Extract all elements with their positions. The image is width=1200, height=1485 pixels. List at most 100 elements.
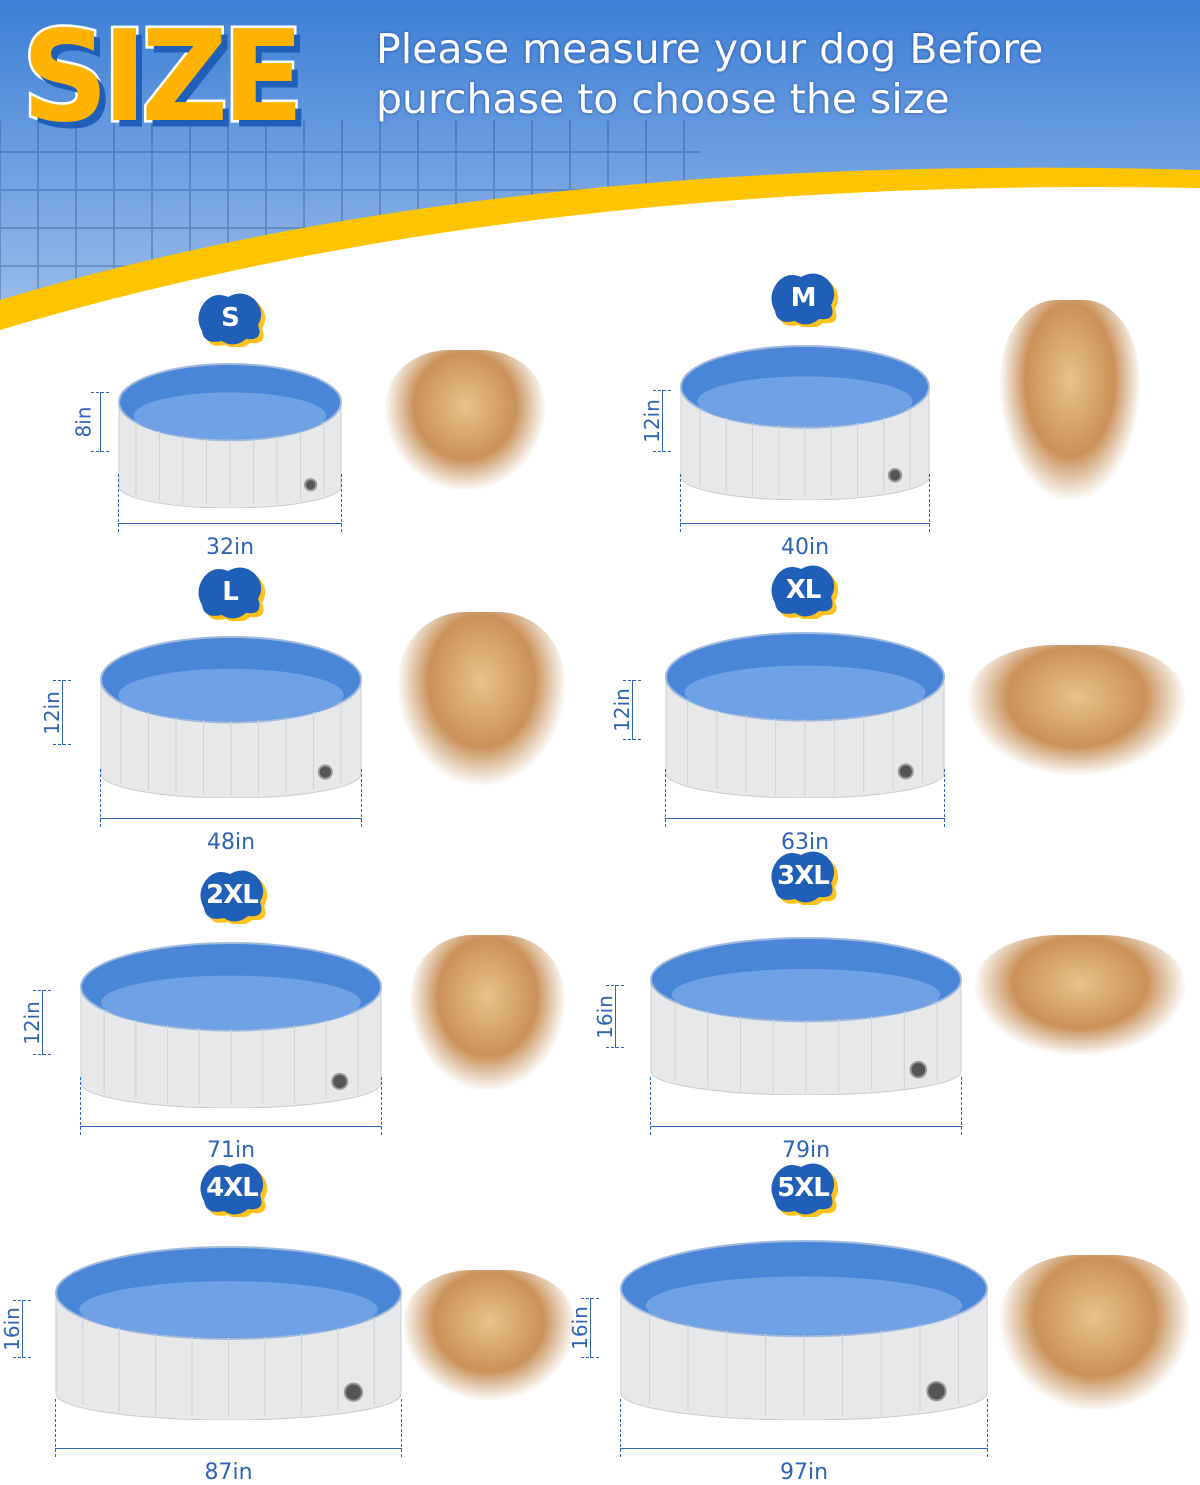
height-arrow bbox=[581, 1298, 599, 1358]
pool-floor bbox=[645, 1276, 963, 1335]
diameter-arrow bbox=[100, 769, 362, 827]
pool-image bbox=[55, 1246, 402, 1421]
drain-plug bbox=[926, 1381, 947, 1402]
badge-splash-icon bbox=[200, 1163, 268, 1217]
drain-plug bbox=[897, 763, 914, 780]
diameter-label: 97in bbox=[779, 1460, 829, 1485]
pool-floor bbox=[118, 668, 344, 722]
pool-image bbox=[118, 363, 342, 509]
pool-image bbox=[650, 937, 962, 1096]
height-arrow bbox=[53, 680, 71, 745]
pool-floor bbox=[697, 376, 913, 427]
diameter-arrow bbox=[55, 1399, 402, 1457]
pool-image bbox=[80, 942, 382, 1109]
height-arrow bbox=[606, 985, 624, 1048]
height-dimension: 12in bbox=[638, 390, 678, 452]
diameter-arrow bbox=[118, 474, 342, 532]
diameter-label: 71in bbox=[206, 1138, 256, 1163]
pool-floor bbox=[684, 665, 926, 720]
pool-image bbox=[620, 1240, 988, 1421]
size-label: XL bbox=[785, 575, 822, 605]
diameter-dimension: 71in bbox=[80, 1077, 382, 1163]
height-dimension: 16in bbox=[591, 985, 631, 1048]
diameter-arrow bbox=[650, 1077, 962, 1135]
height-label: 8in bbox=[71, 406, 96, 438]
height-dimension: 16in bbox=[0, 1300, 38, 1358]
size-label: L bbox=[222, 577, 239, 607]
height-dimension: 16in bbox=[566, 1298, 606, 1358]
drain-plug bbox=[304, 478, 318, 492]
woman-boy-with-dog-photo bbox=[410, 935, 565, 1090]
size-badge: 3XL bbox=[767, 847, 839, 905]
height-label: 16in bbox=[0, 1307, 24, 1351]
diameter-arrow bbox=[620, 1399, 988, 1457]
size-title: SIZE bbox=[19, 2, 306, 153]
pool-drawing bbox=[620, 1240, 988, 1421]
children-with-golden-retriever-photo bbox=[968, 645, 1185, 775]
height-dimension: 12in bbox=[608, 680, 648, 740]
height-label: 12in bbox=[639, 399, 664, 443]
height-arrow bbox=[33, 990, 51, 1055]
drain-plug bbox=[343, 1382, 364, 1402]
size-badge: L bbox=[194, 563, 266, 621]
pool-drawing bbox=[650, 937, 962, 1096]
pool-image bbox=[665, 632, 945, 799]
girl-with-puppy-photo bbox=[398, 612, 565, 785]
diameter-label: 48in bbox=[206, 830, 256, 855]
pool-drawing bbox=[55, 1246, 402, 1421]
diameter-label: 63in bbox=[780, 830, 830, 855]
height-dimension: 12in bbox=[38, 680, 78, 745]
drain-plug bbox=[909, 1060, 928, 1079]
height-label: 12in bbox=[19, 1000, 44, 1045]
height-dimension: 12in bbox=[18, 990, 58, 1055]
diameter-dimension: 63in bbox=[665, 769, 945, 855]
badge-splash-icon bbox=[771, 273, 839, 327]
pool-image bbox=[680, 345, 930, 501]
height-arrow bbox=[623, 680, 641, 740]
diameter-dimension: 48in bbox=[100, 769, 362, 855]
family-with-puppy-photo bbox=[975, 935, 1185, 1055]
size-badge: S bbox=[194, 289, 266, 347]
diameter-dimension: 87in bbox=[55, 1399, 402, 1485]
diameter-arrow bbox=[665, 769, 945, 827]
height-label: 12in bbox=[609, 688, 634, 732]
badge-splash-icon bbox=[771, 1163, 839, 1217]
size-label: 2XL bbox=[206, 880, 259, 910]
pool-floor bbox=[133, 392, 327, 440]
badge-splash-icon bbox=[198, 293, 266, 347]
pool-floor bbox=[101, 975, 361, 1030]
size-badge: 2XL bbox=[196, 866, 268, 924]
height-arrow bbox=[91, 392, 109, 452]
pool-floor bbox=[79, 1281, 378, 1338]
pool-drawing bbox=[118, 363, 342, 509]
subtitle: Please measure your dog Before purchase … bbox=[376, 24, 1043, 124]
husky-dog-photo bbox=[1000, 300, 1140, 500]
pool-background-image bbox=[0, 0, 1200, 330]
pool-drawing bbox=[665, 632, 945, 799]
size-label: 3XL bbox=[777, 861, 830, 891]
size-badge: XL bbox=[767, 561, 839, 619]
diameter-dimension: 40in bbox=[680, 474, 930, 560]
badge-splash-icon bbox=[200, 870, 268, 924]
diameter-label: 87in bbox=[204, 1460, 253, 1485]
corgi-dog-photo bbox=[385, 350, 545, 490]
badge-splash-icon bbox=[198, 567, 266, 621]
diameter-label: 40in bbox=[780, 535, 830, 560]
header-banner: SIZE Please measure your dog Before purc… bbox=[0, 0, 1200, 330]
pool-drawing bbox=[100, 636, 362, 799]
height-dimension: 8in bbox=[71, 392, 116, 452]
pool-image bbox=[100, 636, 362, 799]
badge-splash-icon bbox=[771, 565, 839, 619]
height-arrow bbox=[13, 1300, 31, 1358]
white-content-area bbox=[0, 186, 1200, 330]
diameter-dimension: 32in bbox=[118, 474, 342, 560]
height-label: 16in bbox=[567, 1306, 592, 1350]
family-with-golden-retriever-photo bbox=[403, 1270, 575, 1400]
size-badge: 4XL bbox=[196, 1159, 268, 1217]
diameter-label: 79in bbox=[781, 1138, 831, 1163]
height-arrow bbox=[653, 390, 671, 452]
subtitle-line-1: Please measure your dog Before bbox=[376, 25, 1044, 73]
badge-splash-icon bbox=[771, 851, 839, 905]
diameter-dimension: 97in bbox=[620, 1399, 988, 1485]
pool-floor bbox=[671, 968, 941, 1021]
